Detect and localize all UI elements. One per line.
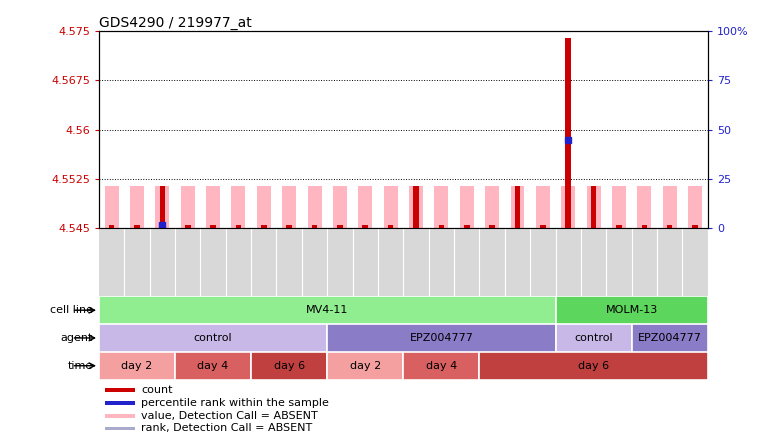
Bar [160,186,165,229]
Text: agent: agent [60,333,93,343]
Bar [337,225,342,229]
Bar [464,225,470,229]
Text: time: time [68,361,93,371]
Bar [632,324,708,352]
Bar [667,225,673,229]
Bar [99,296,556,324]
Bar [511,186,524,229]
Text: EPZ004777: EPZ004777 [638,333,702,343]
Bar [384,186,397,229]
Bar [251,352,327,380]
Bar [261,225,266,229]
Bar [307,186,322,229]
Bar [409,186,423,229]
Bar [256,186,271,229]
Bar [105,388,135,392]
Text: day 2: day 2 [121,361,153,371]
Bar [362,225,368,229]
Text: cell line: cell line [49,305,93,315]
Bar [587,186,600,229]
Bar [489,225,495,229]
Bar [413,186,419,229]
Bar [403,352,479,380]
Bar [540,225,546,229]
Text: GDS4290 / 219977_at: GDS4290 / 219977_at [99,16,252,30]
Bar [693,225,698,229]
Bar [105,414,135,418]
Bar [185,225,190,229]
Bar [556,296,708,324]
Bar [460,186,473,229]
Bar [105,427,135,430]
Bar [206,186,220,229]
Bar [210,225,216,229]
Bar [556,324,632,352]
Bar [105,186,119,229]
Bar [105,401,135,405]
Bar [388,225,393,229]
Bar [109,225,114,229]
Bar [358,186,372,229]
Bar [99,324,327,352]
Text: percentile rank within the sample: percentile rank within the sample [142,398,329,408]
Bar [663,186,677,229]
Text: EPZ004777: EPZ004777 [409,333,473,343]
Text: control: control [575,333,613,343]
Bar [438,225,444,229]
Bar [134,225,140,229]
Bar [181,186,195,229]
Text: day 6: day 6 [274,361,304,371]
Bar [591,186,597,229]
Bar [327,352,403,380]
Bar [333,186,347,229]
Text: day 4: day 4 [425,361,457,371]
Bar [231,186,245,229]
Bar [155,186,170,229]
Text: control: control [194,333,232,343]
Bar [130,186,144,229]
Text: count: count [142,385,173,395]
Bar [236,225,241,229]
Text: MV4-11: MV4-11 [306,305,349,315]
Bar [688,186,702,229]
Bar [536,186,550,229]
Bar [642,225,647,229]
Bar [486,186,499,229]
Bar [312,225,317,229]
Bar [99,352,175,380]
Bar [616,225,622,229]
Bar [175,352,251,380]
Text: rank, Detection Call = ABSENT: rank, Detection Call = ABSENT [142,424,313,433]
Bar [282,186,296,229]
Bar [435,186,448,229]
Bar [514,186,521,229]
Bar [565,38,571,229]
Text: MOLM-13: MOLM-13 [606,305,658,315]
Bar [286,225,292,229]
Text: day 2: day 2 [349,361,381,371]
Bar [612,186,626,229]
Text: value, Detection Call = ABSENT: value, Detection Call = ABSENT [142,411,318,420]
Text: day 6: day 6 [578,361,609,371]
Bar [561,186,575,229]
Text: day 4: day 4 [197,361,229,371]
Bar [479,352,708,380]
Bar [638,186,651,229]
Bar [327,324,556,352]
